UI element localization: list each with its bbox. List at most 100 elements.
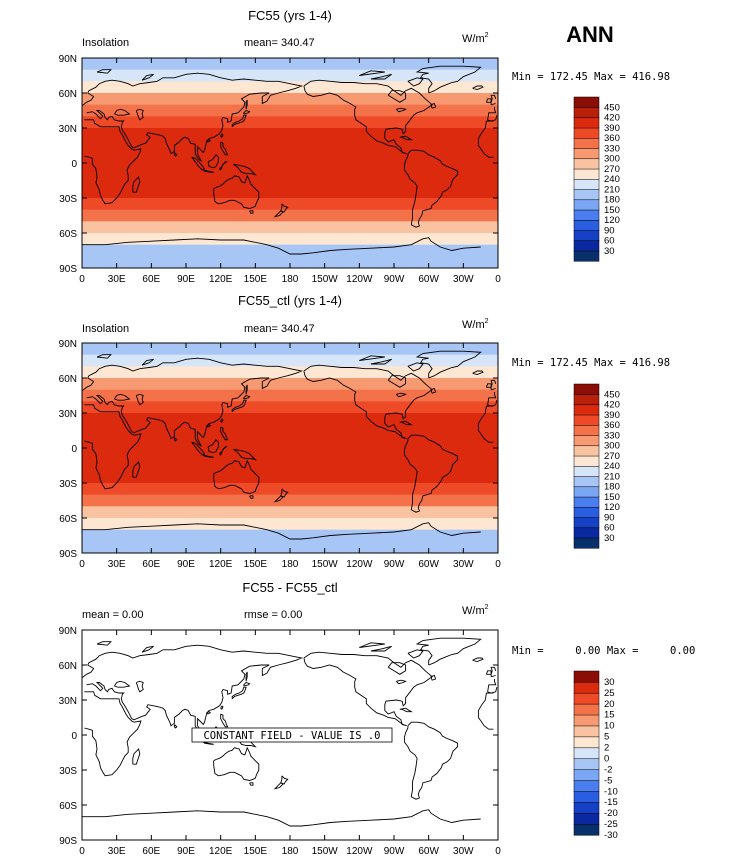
colorbar-label: 330: [604, 143, 620, 154]
coastline: [206, 424, 212, 428]
colorbar-box: [573, 714, 600, 727]
coastline: [243, 681, 251, 687]
colorbar-box: [573, 791, 600, 803]
colorbar-label: 0: [604, 753, 609, 764]
field-band: [82, 401, 498, 414]
x-tick-label: 0: [79, 559, 85, 570]
coastline: [207, 439, 219, 454]
field-band: [82, 413, 498, 426]
field-band: [82, 139, 498, 152]
minmax-text: Min = 172.45 Max = 416.98: [512, 357, 670, 369]
colorbar-label: 25: [604, 688, 615, 699]
coastline: [213, 459, 260, 494]
coastline: [472, 370, 484, 375]
x-tick-label: 30E: [108, 559, 126, 570]
coastline: [220, 426, 229, 441]
coastline: [191, 156, 206, 171]
coastline: [280, 775, 289, 785]
x-tick-label: 120E: [209, 846, 233, 857]
panel-title: FC55 (yrs 1-4): [248, 8, 332, 23]
colorbar-label: -30: [604, 830, 618, 841]
coastline: [399, 135, 413, 141]
coastline: [173, 152, 178, 157]
colorbar-label: 90: [604, 512, 615, 523]
x-tick-label: 180: [282, 846, 299, 857]
coastline: [485, 670, 492, 675]
coastline: [370, 358, 392, 365]
colorbar-box: [573, 703, 600, 716]
colorbar-label: 150: [604, 492, 620, 503]
colorbar-box: [573, 476, 600, 488]
field-band: [82, 104, 498, 117]
x-tick-label: 30W: [453, 559, 474, 570]
coastline: [359, 70, 385, 76]
panel-center-label: mean= 340.47: [244, 323, 315, 335]
x-tick-label: 60W: [418, 274, 439, 285]
colorbar-box: [573, 189, 600, 201]
y-tick-label: 60N: [59, 89, 77, 100]
coastline: [245, 99, 248, 110]
panel-units: W/m2: [462, 318, 489, 331]
x-tick-label: 0: [495, 846, 501, 857]
field-band: [82, 151, 498, 164]
coastline: [132, 176, 141, 193]
colorbar-label: 450: [604, 389, 620, 400]
colorbar-label: 120: [604, 502, 620, 513]
field-band: [82, 436, 498, 449]
panel-center-label: mean= 340.47: [244, 37, 315, 49]
x-tick-label: 90E: [177, 846, 195, 857]
coastline: [407, 362, 424, 372]
coastline: [219, 446, 228, 456]
field-band: [82, 186, 498, 199]
colorbar-box: [573, 199, 600, 211]
colorbar-box: [573, 127, 600, 139]
colorbar-label: 180: [604, 482, 620, 493]
x-tick-label: 120W: [346, 559, 373, 570]
colorbar-label: 270: [604, 451, 620, 462]
coastline: [245, 671, 248, 682]
colorbar-label: -10: [604, 786, 618, 797]
y-tick-label: 90N: [59, 54, 77, 65]
coastline: [359, 642, 385, 648]
colorbar-box: [573, 769, 600, 781]
coastline: [202, 741, 214, 745]
coastline: [135, 393, 144, 406]
minmax-text: Min = 172.45 Max = 416.98: [512, 71, 670, 83]
coastline: [82, 644, 498, 734]
x-tick-label: 0: [495, 274, 501, 285]
x-tick-label: 150E: [244, 274, 268, 285]
colorbar-box: [573, 424, 600, 436]
coastline: [82, 809, 481, 827]
data-field: [82, 58, 498, 268]
x-tick-label: 150W: [312, 846, 339, 857]
coastline: [191, 441, 206, 456]
field-band: [82, 128, 498, 141]
panel-center-label: rmse = 0.00: [244, 609, 302, 621]
colorbar-label: -5: [604, 775, 612, 786]
x-tick-label: 90E: [177, 559, 195, 570]
colorbar-label: 450: [604, 102, 620, 113]
colorbar-box: [573, 435, 600, 447]
coastline: [249, 495, 254, 499]
coastline: [430, 387, 437, 394]
colorbar-box: [573, 692, 600, 705]
x-tick-label: 60E: [142, 559, 160, 570]
colorbar-label: 390: [604, 123, 620, 134]
colorbar-label: 60: [604, 523, 615, 534]
coastline: [243, 394, 251, 400]
field-band: [82, 424, 498, 437]
colorbar-label: 330: [604, 430, 620, 441]
coastline: [233, 448, 257, 461]
y-tick-label: 0: [71, 159, 77, 170]
x-tick-label: 90W: [384, 846, 405, 857]
field-band: [82, 116, 498, 129]
coastline: [303, 651, 433, 727]
y-tick-label: 0: [71, 731, 77, 742]
coastline: [213, 174, 260, 209]
panel-left-label: Insolation: [82, 37, 129, 49]
field-band: [82, 163, 498, 176]
x-tick-label: 120E: [209, 559, 233, 570]
field-band: [82, 93, 498, 106]
x-tick-label: 60E: [142, 274, 160, 285]
